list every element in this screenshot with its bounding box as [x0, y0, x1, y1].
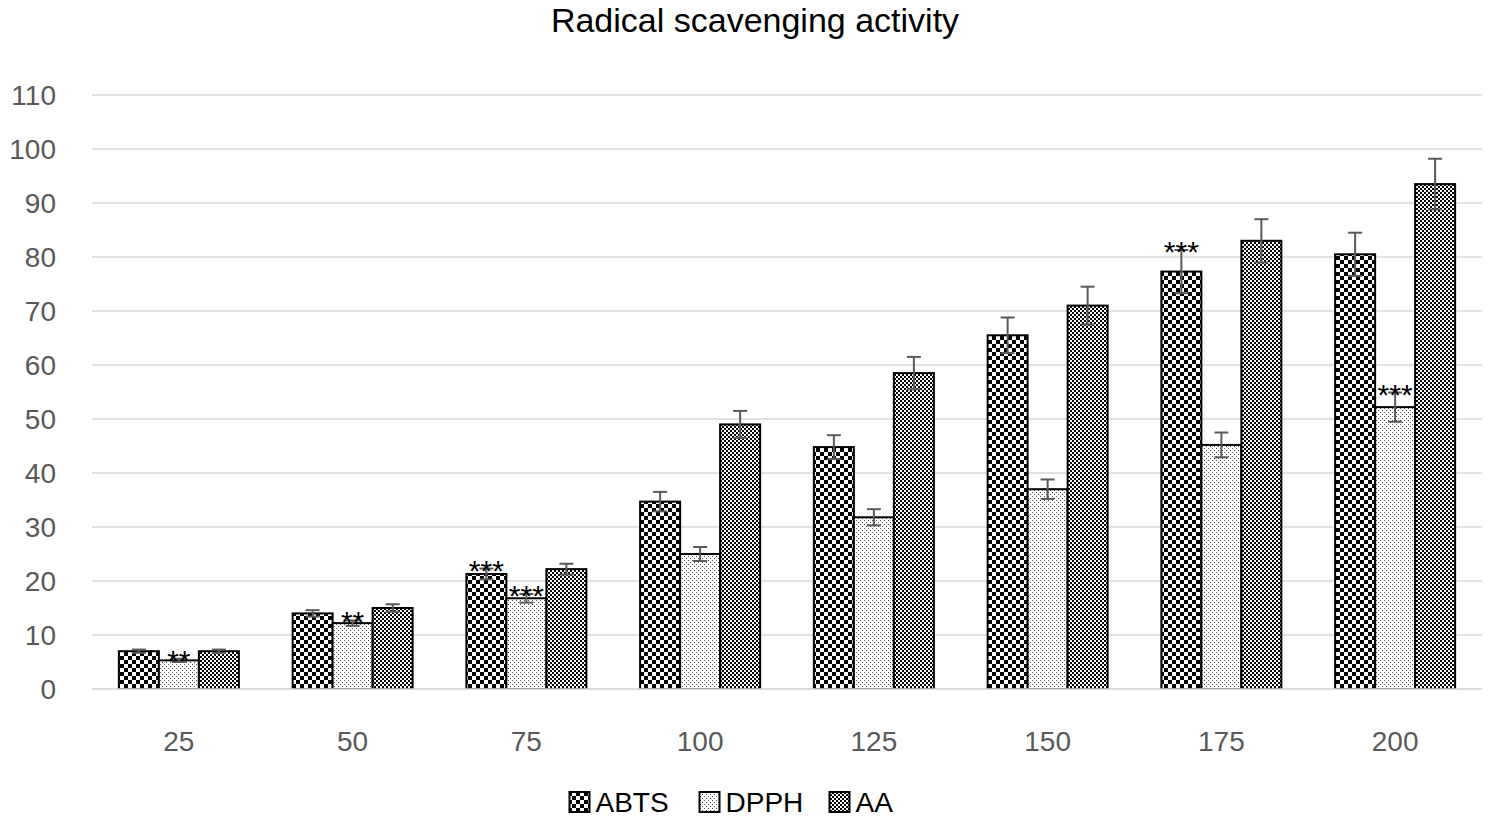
error-bar — [1348, 233, 1362, 276]
error-bar — [1254, 219, 1268, 262]
bar — [1201, 445, 1241, 689]
y-tick-label: 70 — [25, 296, 56, 327]
x-tick-label: 200 — [1372, 726, 1419, 757]
grid-line — [92, 94, 1482, 96]
error-bar — [306, 610, 320, 616]
x-tick-label: 100 — [677, 726, 724, 757]
x-axis-line — [92, 688, 1482, 690]
error-bar — [867, 509, 881, 525]
error-bar — [559, 564, 573, 575]
y-tick-label: 50 — [25, 404, 56, 435]
bar — [854, 517, 894, 689]
bar — [1415, 184, 1455, 689]
legend-swatch — [700, 792, 720, 812]
y-tick-label: 0 — [40, 674, 56, 705]
bar — [1375, 407, 1415, 689]
y-tick-label: 90 — [25, 188, 56, 219]
error-bar — [1041, 479, 1055, 498]
y-tick-label: 110 — [11, 80, 56, 111]
bar — [640, 502, 680, 689]
legend-label: AA — [856, 787, 894, 818]
x-tick-label: 125 — [851, 726, 898, 757]
bar — [466, 574, 506, 689]
grid-line — [92, 148, 1482, 150]
bar — [1335, 254, 1375, 689]
grid-line — [92, 202, 1482, 204]
x-tick-label: 75 — [511, 726, 542, 757]
legend-label: DPPH — [726, 787, 804, 818]
annotation: *** — [469, 554, 504, 587]
x-tick-label: 150 — [1024, 726, 1071, 757]
y-tick-label: 40 — [25, 458, 56, 489]
chart-title: Radical scavenging activity — [551, 1, 959, 39]
x-tick-label: 175 — [1198, 726, 1245, 757]
grid — [92, 95, 1482, 689]
x-tick-label: 25 — [163, 726, 194, 757]
error-bar — [827, 435, 841, 459]
error-bar — [907, 357, 921, 389]
error-bar — [653, 492, 667, 511]
error-bar — [693, 547, 707, 561]
legend-label: ABTS — [596, 787, 669, 818]
error-bar — [733, 411, 747, 438]
y-tick-label: 100 — [9, 134, 56, 165]
error-bar — [386, 604, 400, 612]
error-bar — [1428, 159, 1442, 210]
bar — [1161, 272, 1201, 689]
y-tick-label: 80 — [25, 242, 56, 273]
annotation: *** — [1378, 378, 1413, 411]
annotation: *** — [1164, 235, 1199, 268]
annotation: *** — [509, 579, 544, 612]
y-tick-label: 30 — [25, 512, 56, 543]
error-bar — [212, 650, 226, 653]
y-tick-label: 20 — [25, 566, 56, 597]
bar — [293, 613, 333, 689]
bar — [546, 569, 586, 689]
bar — [814, 447, 854, 689]
legend-swatch — [570, 792, 590, 812]
annotation: ** — [341, 605, 365, 638]
bar — [894, 373, 934, 689]
bar — [199, 651, 239, 689]
bar — [1241, 241, 1281, 689]
bar — [1028, 489, 1068, 689]
annotation: ** — [167, 644, 191, 677]
bar — [1068, 306, 1108, 689]
bar — [988, 335, 1028, 689]
legend: ABTS DPPH AA — [570, 787, 894, 818]
bar — [373, 608, 413, 689]
grid-line — [92, 688, 1482, 690]
error-bar — [1214, 433, 1228, 458]
legend-swatch — [830, 792, 850, 812]
bar — [720, 424, 760, 689]
error-bar — [1081, 287, 1095, 325]
bars — [119, 159, 1455, 689]
y-tick-label: 10 — [25, 620, 56, 651]
y-tick-label: 60 — [25, 350, 56, 381]
bar — [119, 651, 159, 689]
x-tick-label: 50 — [337, 726, 368, 757]
bar — [680, 554, 720, 689]
error-bar — [1001, 317, 1015, 353]
error-bar — [132, 650, 146, 653]
chart: Radical scavenging activity 0 10 20 30 40 50 60… — [0, 0, 1495, 840]
